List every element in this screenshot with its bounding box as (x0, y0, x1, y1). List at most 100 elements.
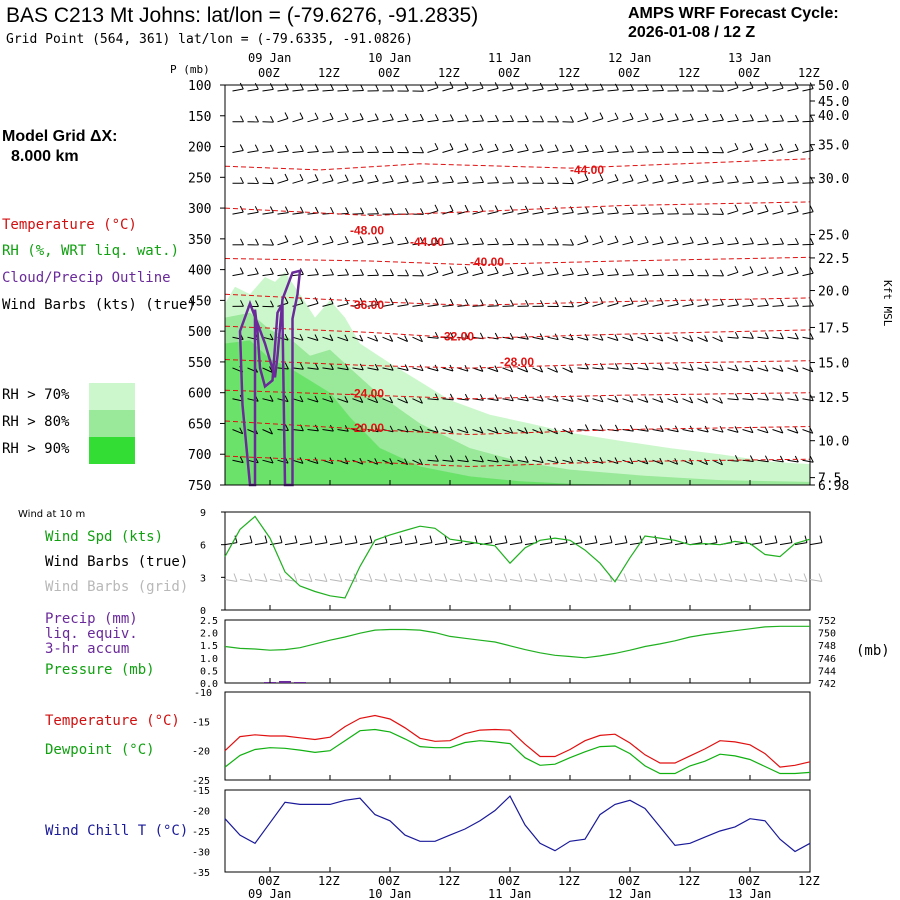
isotherm-label: -36.00 (350, 298, 384, 312)
wind-barb-flag (450, 115, 453, 121)
wind-barb (773, 337, 784, 339)
wind-barb-flag (555, 206, 558, 212)
wind-barb (458, 150, 469, 153)
pressure-tick-label: 600 (188, 387, 211, 402)
wind-barb-true-flag (820, 536, 822, 543)
wind-barb-flag (345, 236, 348, 242)
wind-barb-flag (330, 175, 333, 181)
wind-barb-flag (450, 205, 453, 211)
wind-barb-flag (615, 174, 618, 180)
wind-barb (323, 90, 334, 91)
wind-barb (443, 182, 454, 183)
wind-barb-true (390, 543, 402, 545)
wind-barb-grid (390, 580, 402, 582)
wind-barb-grid-flag (459, 574, 462, 582)
wind-barb-true (495, 543, 507, 545)
wind-barb-true (225, 543, 237, 545)
wind-barb-flag (690, 114, 693, 120)
wind-tick-label: 3 (200, 573, 206, 584)
wind-barb-true-flag (250, 536, 252, 543)
wind-barb-true (645, 543, 657, 545)
wind-barb-flag (810, 83, 813, 89)
isotherm-label: -24.00 (350, 387, 384, 401)
wind-barb-grid-flag (774, 574, 777, 582)
wind-barb (338, 181, 349, 184)
height-tick-label: 45.0 (818, 95, 849, 110)
wind-barb-grid (300, 580, 312, 582)
wind-barb (743, 121, 754, 122)
wind-barb-grid-flag (414, 574, 417, 582)
wind-barb-flag (496, 115, 499, 121)
wind-barb-grid-flag (579, 574, 582, 582)
wind-barb-grid (795, 580, 807, 582)
wind-barb (788, 337, 799, 339)
wind-barb (728, 305, 739, 307)
wind-barb (758, 182, 769, 183)
wind-barb (743, 337, 754, 338)
wind-barb-flag (720, 114, 723, 120)
wind-barb-flag (480, 144, 483, 150)
wind-barb-flag (675, 114, 678, 120)
wind-barb (503, 183, 514, 184)
wind-barb (803, 183, 814, 184)
wind-barb (563, 274, 574, 276)
wind-barb-true (330, 543, 342, 545)
wind-barb-grid (630, 580, 642, 582)
wind-barb-flag (255, 268, 258, 274)
pressure-right-tick-label: 744 (818, 666, 836, 677)
wind-barb-grid (465, 580, 477, 582)
wind-barb-flag (345, 113, 348, 119)
wind-barb-flag (660, 237, 663, 243)
wind-barb (788, 150, 799, 153)
wind-barb (773, 244, 784, 245)
wind-barb-true (450, 543, 462, 545)
precip-frame (225, 620, 810, 683)
wind-barb-grid (525, 580, 537, 582)
wind-barb-flag (481, 115, 484, 121)
temp-tick-label: -15 (192, 717, 210, 728)
pressure-tick-label: 450 (188, 294, 211, 309)
wind-barb-flag (765, 456, 768, 462)
wind-barb (293, 90, 304, 91)
wind-barb-grid-flag (339, 574, 342, 582)
wind-barb (563, 89, 574, 91)
wind-barb (803, 150, 814, 152)
pressure-tick-label: 100 (188, 79, 211, 94)
wind-barb-true (285, 543, 297, 545)
wind-barb (593, 151, 604, 152)
wind-barb-flag (735, 114, 738, 120)
wind-barb (608, 303, 619, 306)
wind-barb-flag (481, 238, 484, 244)
wind-barb-flag (750, 205, 753, 211)
bottom-hour-label: 00Z (618, 874, 640, 888)
wind-barb-flag (735, 266, 738, 272)
wind-barb (683, 181, 694, 183)
wind-barb-flag (810, 267, 813, 273)
wind-barb (248, 151, 259, 153)
wind-barb (503, 306, 514, 307)
wind-barb (743, 399, 754, 400)
wind-barb-flag (661, 146, 664, 152)
pressure-tick-label: 750 (188, 479, 211, 494)
top-hour-label: 12Z (318, 66, 340, 80)
wind-barb-flag (630, 364, 633, 370)
pressure-right-tick-label: 752 (818, 616, 836, 627)
wind-barb-flag (765, 267, 768, 273)
wind-barb-true-flag (340, 536, 342, 543)
pressure-right-tick-label: 748 (818, 641, 836, 652)
wind-barb-true-flag (400, 536, 402, 543)
wind-barb (683, 368, 694, 370)
wind-barb-true-flag (610, 536, 612, 543)
pressure-tick-label: 350 (188, 233, 211, 248)
wind10m-panel: 0369 (200, 508, 822, 617)
wind-barb-grid (225, 580, 237, 582)
wind-barb-flag (780, 394, 783, 400)
wind-barb-flag (376, 85, 379, 91)
wind-barb (488, 273, 499, 276)
wind-barb (623, 304, 634, 307)
wind-barb (683, 430, 694, 432)
wind-barb (773, 150, 784, 153)
wind-barb-grid (765, 580, 777, 582)
wind-barb-flag (615, 146, 618, 152)
wind-barb-flag (795, 144, 798, 150)
